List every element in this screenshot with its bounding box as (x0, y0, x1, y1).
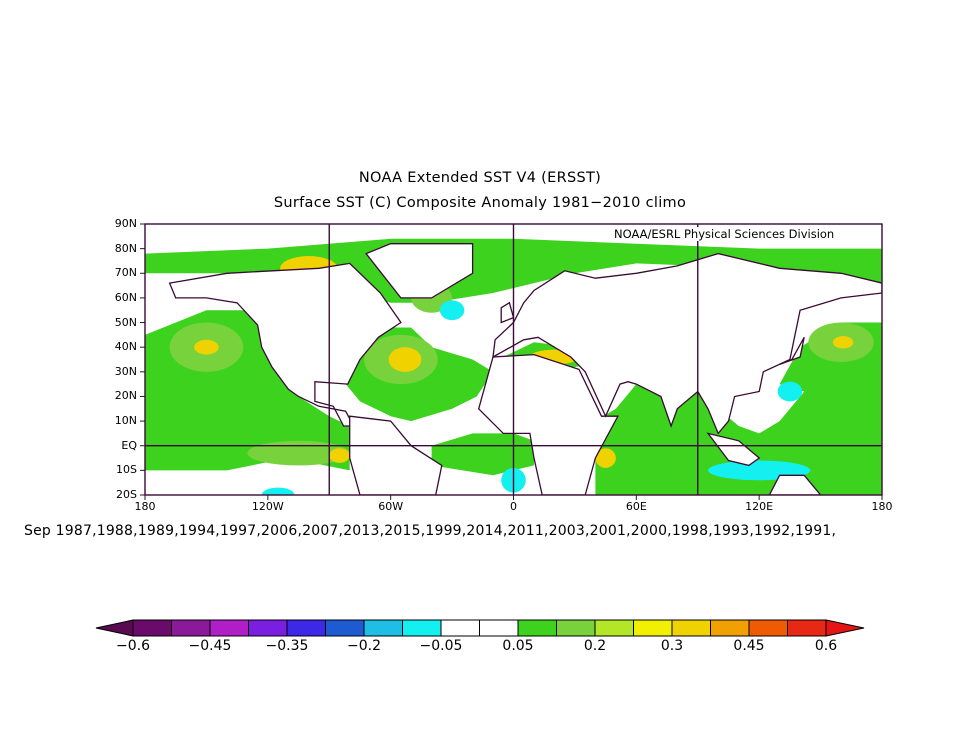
colorbar-swatch (479, 619, 519, 637)
lat-label: 60N (114, 290, 137, 304)
lat-label: 20S (116, 488, 137, 501)
landmass-5 (492, 252, 882, 435)
colorbar-swatch (286, 619, 326, 637)
lon-label: 60W (378, 500, 404, 513)
lon-label: 120E (745, 500, 774, 513)
landmass-1 (168, 262, 402, 427)
landmass-7 (706, 432, 761, 467)
lat-label: 40N (114, 340, 137, 354)
lon-label: 180 (871, 500, 893, 513)
colorbar-swatch (710, 619, 750, 637)
landmass-8 (768, 474, 822, 495)
lat-label: EQ (121, 438, 137, 452)
colorbar-swatch (671, 619, 711, 637)
landmass-9 (500, 301, 515, 324)
landmass-2 (349, 415, 443, 495)
warm-spot-kuroshio (832, 336, 854, 349)
colorbar-swatch (633, 619, 673, 637)
colorbar-min-arrow (95, 619, 134, 637)
lon-label: 0 (510, 500, 517, 513)
warm-spot-west-indian (595, 448, 616, 468)
colorbar-swatch (325, 619, 365, 637)
colorbar-label: −0.45 (188, 638, 232, 654)
landmass-6 (779, 336, 805, 366)
colorbar-swatch (594, 619, 634, 637)
colorbar-label: −0.6 (116, 638, 150, 654)
warm-spot-pacific-eq (329, 448, 350, 463)
map-title: NOAA Extended SST V4 (ERSST) (358, 170, 602, 186)
colorbar-swatch (748, 619, 788, 637)
colorbar-swatch (209, 619, 249, 637)
colorbar-swatch (363, 619, 403, 637)
colorbar-swatch (517, 619, 557, 637)
cool-spot-west-pacific (777, 381, 803, 402)
map-plot-area (145, 224, 882, 495)
lat-label: 50N (114, 315, 137, 329)
lat-label: 90N (114, 217, 137, 230)
colorbar-swatch (556, 619, 596, 637)
warm-spot-gulfstream (388, 347, 422, 372)
composite-years-caption: Sep 1987,1988,1989,1994,1997,2006,2007,2… (24, 523, 837, 539)
positive-anomaly-area-6 (595, 322, 882, 495)
colorbar-max-arrow (825, 619, 865, 637)
colorbar-label: 0.3 (660, 638, 684, 654)
warm-spot-npac (194, 339, 219, 355)
colorbar-swatch (171, 619, 211, 637)
lon-label: 60E (625, 500, 647, 513)
colorbar-swatch (248, 619, 288, 637)
colorbar-label: −0.2 (347, 638, 381, 654)
colorbar-label: 0.05 (502, 638, 534, 654)
colorbar-label: 0.45 (733, 638, 765, 654)
lat-label: 20N (114, 389, 137, 403)
lat-label: 10S (116, 463, 137, 477)
cool-spot-north-atlantic (439, 300, 465, 321)
colorbar-swatch (440, 619, 480, 637)
anomaly-patch-epac (247, 440, 350, 466)
positive-anomaly-area-5 (431, 433, 534, 476)
map-subtitle-line: Surface SST (C) Composite Anomaly 1981−2… (273, 195, 687, 211)
landmass-3 (365, 243, 474, 299)
colorbar-swatch (402, 619, 442, 637)
colorbar-swatch (132, 619, 172, 637)
colorbar-label: −0.35 (265, 638, 309, 654)
positive-anomaly-area-4 (145, 391, 268, 446)
colorbar-swatch (787, 619, 827, 637)
lat-label: 70N (114, 266, 137, 280)
credit-label: NOAA/ESRL Physical Sciences Division (612, 227, 837, 241)
colorbar-label: 0.2 (583, 638, 607, 654)
lat-label: 80N (114, 241, 137, 255)
colorbar-label: 0.6 (814, 638, 838, 654)
lon-label: 180 (134, 500, 156, 513)
colorbar-label: −0.05 (419, 638, 463, 654)
cool-spot-south-pacific (261, 487, 295, 495)
lon-label: 120W (251, 500, 284, 513)
lat-label: 30N (114, 364, 137, 378)
lat-label: 10N (114, 414, 137, 428)
